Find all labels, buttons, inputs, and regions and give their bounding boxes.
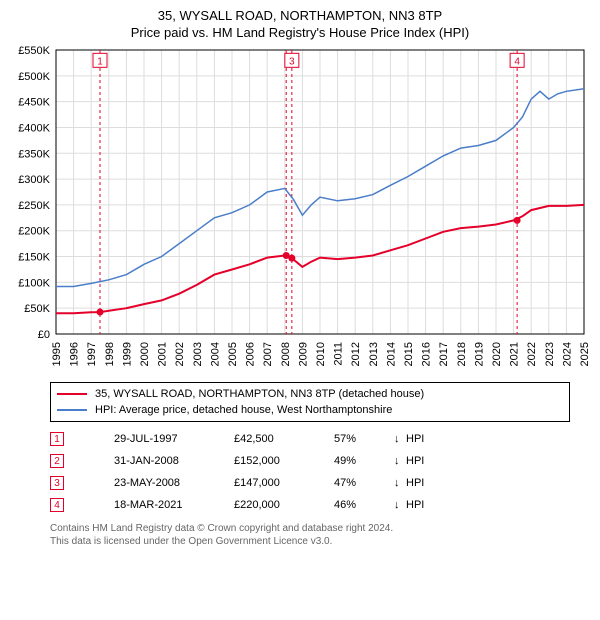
sale-pct: 47% [334,477,394,489]
svg-text:£200K: £200K [18,226,50,238]
svg-text:£550K: £550K [18,45,50,57]
sale-price: £152,000 [234,455,334,467]
sale-hpi-label: HPI [406,455,436,467]
svg-text:2012: 2012 [350,342,362,366]
footer-licence: This data is licensed under the Open Gov… [50,535,590,548]
svg-text:2019: 2019 [473,342,485,366]
sale-date: 29-JUL-1997 [114,433,234,445]
legend-label: HPI: Average price, detached house, West… [95,402,392,418]
svg-text:2018: 2018 [456,342,468,366]
sales-row: 3 23-MAY-2008£147,00047%↓HPI [50,472,590,494]
sale-price: £42,500 [234,433,334,445]
down-arrow-icon: ↓ [394,499,406,511]
svg-text:£500K: £500K [18,71,50,83]
sale-price: £220,000 [234,499,334,511]
svg-text:1996: 1996 [69,342,81,366]
down-arrow-icon: ↓ [394,455,406,467]
svg-text:£450K: £450K [18,97,50,109]
sale-marker-box: 3 [50,476,64,490]
sale-pct: 46% [334,499,394,511]
svg-text:2009: 2009 [297,342,309,366]
svg-text:£150K: £150K [18,252,50,264]
svg-text:2016: 2016 [421,342,433,366]
sale-marker-box: 1 [50,432,64,446]
sale-pct: 57% [334,433,394,445]
sale-date: 31-JAN-2008 [114,455,234,467]
sale-hpi-label: HPI [406,499,436,511]
svg-text:3: 3 [289,56,295,67]
footer-copyright: Contains HM Land Registry data © Crown c… [50,522,590,535]
svg-text:2013: 2013 [368,342,380,366]
svg-text:2017: 2017 [438,342,450,366]
sale-hpi-label: HPI [406,433,436,445]
svg-text:£350K: £350K [18,148,50,160]
svg-text:2007: 2007 [262,342,274,366]
svg-text:1995: 1995 [51,342,63,366]
line-chart: £0 £50K £100K £150K £200K £250K £300K £350K £400… [10,44,590,374]
svg-text:2003: 2003 [192,342,204,366]
sale-marker-box: 4 [50,498,64,512]
svg-text:£50K: £50K [24,303,50,315]
svg-text:2005: 2005 [227,342,239,366]
svg-text:2021: 2021 [509,342,521,366]
chart-area: £0 £50K £100K £150K £200K £250K £300K £350K £400… [10,44,590,374]
svg-text:£250K: £250K [18,200,50,212]
chart-container: 35, WYSALL ROAD, NORTHAMPTON, NN3 8TP Pr… [0,0,600,554]
sale-date: 23-MAY-2008 [114,477,234,489]
svg-text:2023: 2023 [544,342,556,366]
svg-text:1: 1 [97,56,103,67]
svg-text:2004: 2004 [209,342,221,366]
legend-label: 35, WYSALL ROAD, NORTHAMPTON, NN3 8TP (d… [95,386,424,402]
title-block: 35, WYSALL ROAD, NORTHAMPTON, NN3 8TP Pr… [10,8,590,40]
sales-row: 2 31-JAN-2008£152,00049%↓HPI [50,450,590,472]
svg-text:2001: 2001 [157,342,169,366]
legend-item-hpi: HPI: Average price, detached house, West… [57,402,563,418]
title-subtitle: Price paid vs. HM Land Registry's House … [10,25,590,40]
sale-hpi-label: HPI [406,477,436,489]
svg-text:1997: 1997 [86,342,98,366]
legend-swatch [57,393,87,395]
down-arrow-icon: ↓ [394,433,406,445]
footer: Contains HM Land Registry data © Crown c… [50,522,590,548]
legend-item-property: 35, WYSALL ROAD, NORTHAMPTON, NN3 8TP (d… [57,386,563,402]
svg-text:1998: 1998 [104,342,116,366]
svg-text:2006: 2006 [245,342,257,366]
svg-text:2015: 2015 [403,342,415,366]
svg-text:£400K: £400K [18,122,50,134]
svg-text:2008: 2008 [280,342,292,366]
svg-text:£300K: £300K [18,174,50,186]
sales-row: 1 29-JUL-1997£42,50057%↓HPI [50,428,590,450]
legend-swatch [57,409,87,411]
svg-text:2010: 2010 [315,342,327,366]
svg-text:4: 4 [514,56,520,67]
svg-text:2025: 2025 [579,342,590,366]
sale-pct: 49% [334,455,394,467]
down-arrow-icon: ↓ [394,477,406,489]
title-address: 35, WYSALL ROAD, NORTHAMPTON, NN3 8TP [10,8,590,23]
legend: 35, WYSALL ROAD, NORTHAMPTON, NN3 8TP (d… [50,382,570,422]
sale-date: 18-MAR-2021 [114,499,234,511]
svg-text:2014: 2014 [385,342,397,366]
svg-text:2022: 2022 [526,342,538,366]
sales-row: 4 18-MAR-2021£220,00046%↓HPI [50,494,590,516]
sales-table: 129-JUL-1997£42,50057%↓HPI231-JAN-2008£1… [50,428,590,516]
svg-text:£0: £0 [38,329,50,341]
svg-text:1999: 1999 [121,342,133,366]
sale-price: £147,000 [234,477,334,489]
svg-text:2000: 2000 [139,342,151,366]
svg-text:2002: 2002 [174,342,186,366]
svg-text:£100K: £100K [18,277,50,289]
sale-marker-box: 2 [50,454,64,468]
svg-text:2024: 2024 [561,342,573,366]
svg-text:2011: 2011 [333,342,345,366]
svg-text:2020: 2020 [491,342,503,366]
